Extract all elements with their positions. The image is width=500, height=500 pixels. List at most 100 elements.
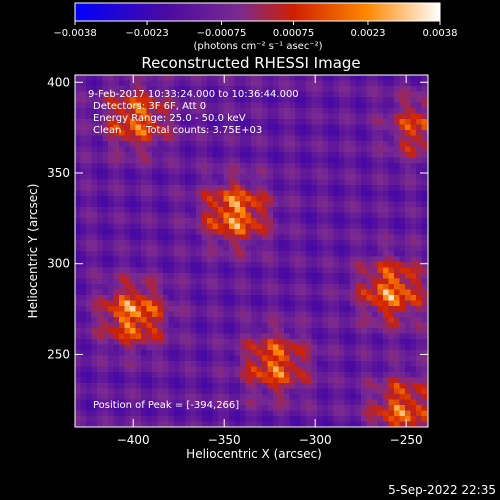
heatmap-cell	[207, 317, 213, 323]
heatmap-cell	[135, 306, 142, 312]
heatmap-cell	[119, 196, 125, 202]
heatmap-cell	[300, 328, 307, 334]
heatmap-cell	[108, 300, 114, 307]
heatmap-cell	[80, 119, 87, 125]
heatmap-cell	[284, 157, 290, 164]
heatmap-cell	[119, 355, 125, 362]
heatmap-cell	[350, 168, 356, 175]
heatmap-cell	[350, 361, 356, 367]
heatmap-cell	[229, 311, 235, 318]
heatmap-cell	[234, 102, 241, 109]
heatmap-cell	[295, 229, 301, 235]
heatmap-cell	[91, 80, 98, 87]
heatmap-cell	[317, 256, 323, 263]
heatmap-cell	[190, 333, 197, 340]
heatmap-cell	[394, 388, 400, 395]
chart-title: Reconstructed RHESSI Image	[141, 54, 360, 72]
heatmap-cell	[377, 311, 384, 318]
heatmap-cell	[174, 245, 180, 252]
heatmap-cell	[201, 75, 208, 81]
heatmap-cell	[278, 273, 285, 279]
heatmap-cell	[317, 168, 323, 175]
heatmap-cell	[168, 185, 175, 191]
heatmap-cell	[102, 130, 109, 136]
heatmap-cell	[245, 108, 252, 114]
heatmap-cell	[91, 75, 98, 81]
heatmap-cell	[146, 366, 153, 373]
heatmap-cell	[97, 234, 103, 241]
heatmap-cell	[300, 405, 307, 411]
heatmap-cell	[234, 251, 241, 257]
heatmap-cell	[190, 201, 197, 208]
heatmap-cell	[119, 388, 125, 395]
heatmap-cell	[102, 245, 109, 252]
heatmap-cell	[130, 240, 136, 246]
heatmap-cell	[179, 361, 186, 367]
heatmap-cell	[306, 196, 312, 202]
heatmap-cell	[295, 135, 301, 142]
heatmap-cell	[322, 146, 329, 153]
heatmap-cell	[311, 119, 318, 125]
heatmap-cell	[201, 108, 208, 114]
heatmap-cell	[223, 218, 230, 224]
heatmap-cell	[75, 245, 81, 252]
heatmap-cell	[416, 163, 422, 169]
heatmap-cell	[322, 124, 329, 131]
heatmap-cell	[196, 295, 202, 301]
heatmap-cell	[421, 262, 428, 268]
heatmap-cell	[102, 152, 109, 158]
heatmap-cell	[350, 152, 356, 158]
heatmap-cell	[366, 251, 373, 257]
heatmap-cell	[350, 256, 356, 263]
heatmap-cell	[405, 113, 411, 120]
heatmap-cell	[130, 300, 136, 307]
heatmap-cell	[245, 201, 252, 208]
heatmap-cell	[157, 124, 164, 131]
heatmap-cell	[377, 383, 384, 389]
heatmap-cell	[108, 394, 114, 400]
heatmap-cell	[168, 130, 175, 136]
heatmap-cell	[212, 124, 219, 131]
heatmap-cell	[322, 394, 329, 400]
heatmap-cell	[124, 223, 131, 230]
heatmap-cell	[262, 240, 268, 246]
heatmap-cell	[179, 223, 186, 230]
heatmap-cell	[201, 174, 208, 180]
heatmap-cell	[256, 146, 263, 153]
heatmap-cell	[212, 102, 219, 109]
heatmap-cell	[383, 207, 389, 213]
heatmap-cell	[124, 284, 131, 290]
heatmap-cell	[80, 273, 87, 279]
heatmap-cell	[229, 174, 235, 180]
heatmap-cell	[185, 80, 191, 87]
heatmap-cell	[179, 328, 186, 334]
heatmap-cell	[383, 185, 389, 191]
heatmap-cell	[295, 234, 301, 241]
heatmap-cell	[185, 86, 191, 92]
heatmap-cell	[174, 223, 180, 230]
heatmap-cell	[240, 416, 246, 422]
heatmap-cell	[108, 289, 114, 296]
heatmap-cell	[130, 394, 136, 400]
heatmap-cell	[157, 97, 164, 103]
heatmap-cell	[339, 86, 345, 92]
heatmap-cell	[328, 80, 334, 87]
heatmap-cell	[306, 262, 312, 268]
heatmap-cell	[311, 256, 318, 263]
heatmap-cell	[218, 168, 224, 175]
heatmap-cell	[113, 185, 120, 191]
heatmap-cell	[251, 295, 257, 301]
heatmap-cell	[295, 333, 301, 340]
heatmap-cell	[361, 108, 367, 114]
heatmap-cell	[223, 295, 230, 301]
heatmap-cell	[350, 322, 356, 329]
heatmap-cell	[124, 256, 131, 263]
heatmap-cell	[119, 146, 125, 153]
heatmap-cell	[97, 75, 103, 81]
heatmap-cell	[97, 267, 103, 274]
heatmap-cell	[372, 157, 378, 164]
heatmap-cell	[416, 333, 422, 340]
heatmap-cell	[383, 273, 389, 279]
heatmap-cell	[284, 388, 290, 395]
heatmap-cell	[130, 245, 136, 252]
